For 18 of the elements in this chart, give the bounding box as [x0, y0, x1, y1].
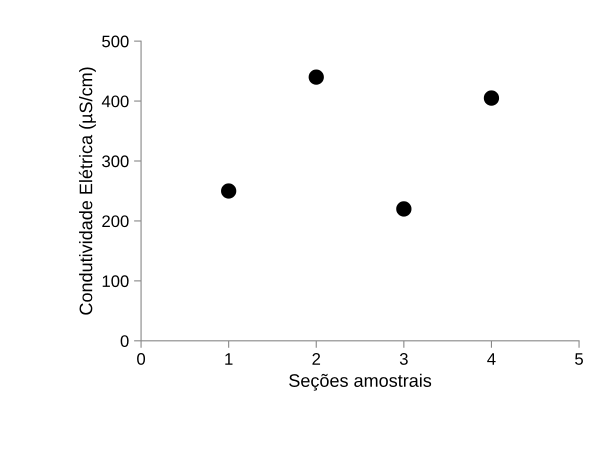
y-tick-label: 100 [102, 275, 129, 288]
y-tick-label: 300 [102, 155, 129, 168]
x-tick-label: 3 [400, 353, 408, 365]
x-tick-label: 5 [575, 353, 583, 365]
x-tick-label: 1 [225, 353, 232, 365]
x-tick-label: 2 [312, 353, 320, 365]
y-tick-label: 500 [102, 36, 129, 48]
x-tick-label: 4 [487, 353, 496, 365]
y-tick-label: 400 [102, 95, 129, 108]
point [221, 183, 236, 199]
y-tick-label: 0 [120, 335, 129, 348]
point [396, 201, 412, 217]
point [308, 69, 324, 85]
x-axis-title: Seções amostrais [289, 374, 432, 391]
y-axis-title: Condutividade Elétrica (µS/cm) [78, 67, 96, 315]
y-tick-label: 200 [102, 215, 129, 228]
x-tick-label: 0 [137, 353, 146, 365]
point [484, 90, 500, 106]
